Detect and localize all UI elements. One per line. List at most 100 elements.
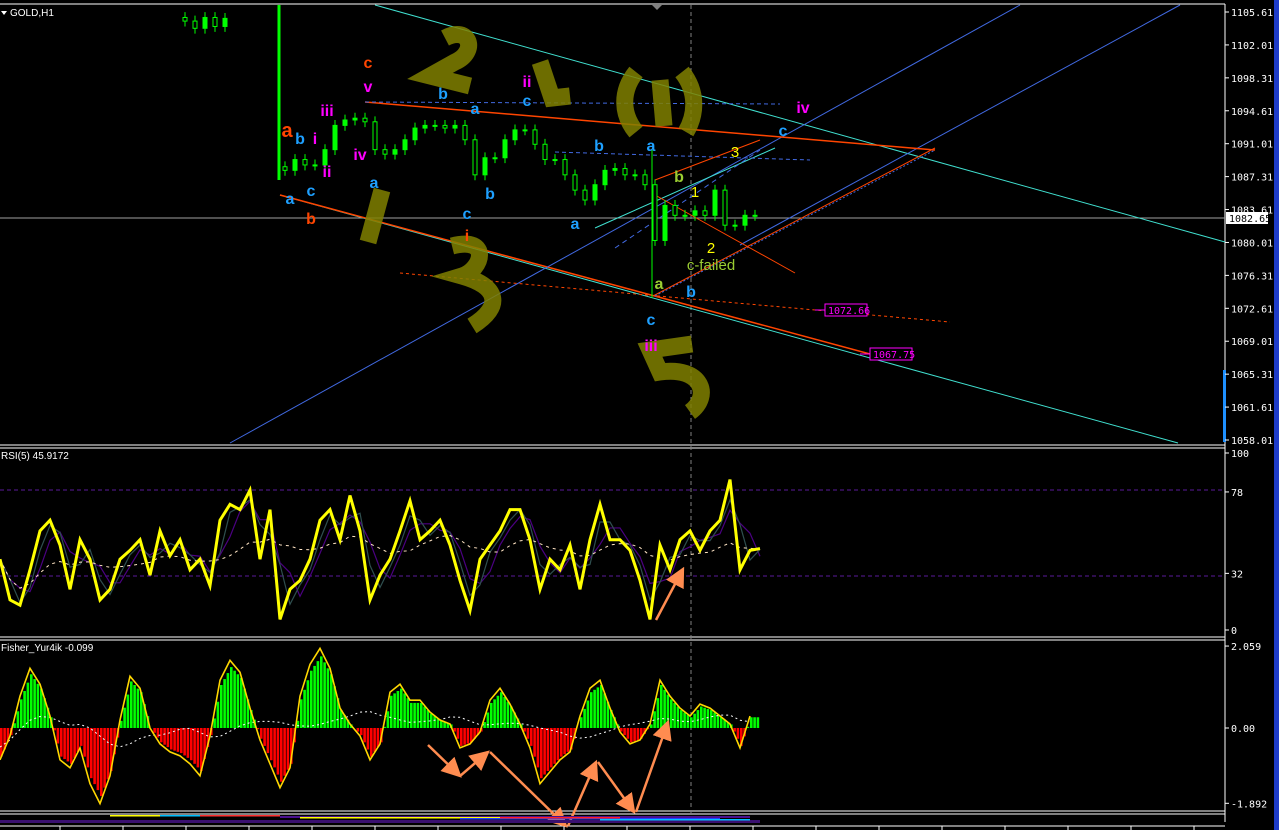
- fisher-bar: [433, 716, 436, 728]
- fisher-bar: [363, 728, 366, 743]
- fisher-bar: [446, 723, 450, 728]
- fisher-bar: [123, 707, 126, 728]
- price-tick-label: 1058.01: [1231, 436, 1273, 447]
- fisher-bar: [680, 710, 683, 728]
- fisher-bar: [400, 688, 403, 728]
- candle: [752, 209, 758, 221]
- fisher-bar: [496, 695, 500, 728]
- fisher-bar: [430, 713, 433, 728]
- candle: [562, 154, 568, 181]
- fisher-bar: [523, 728, 526, 732]
- price-tick-label: 1061.61: [1231, 403, 1273, 414]
- fisher-bar: [280, 728, 283, 782]
- time-axis-ticks: [59, 826, 1195, 830]
- candle: [572, 169, 578, 196]
- fisher-bar: [636, 728, 640, 740]
- fisher-bar: [373, 728, 376, 752]
- fisher-bar: [696, 710, 700, 728]
- candle: [662, 200, 668, 246]
- candle: [702, 205, 708, 221]
- fisher-bar: [83, 728, 86, 757]
- fisher-bar: [153, 728, 156, 733]
- fisher-bar: [366, 728, 370, 750]
- price-tick-label: 1076.31: [1231, 271, 1273, 282]
- fisher-bar: [56, 728, 60, 744]
- fisher-bar: [460, 728, 463, 746]
- fisher-bar: [563, 728, 566, 755]
- fisher-bar: [456, 728, 460, 739]
- price-tick-label: 1080.01: [1231, 238, 1273, 249]
- candle: [522, 124, 528, 136]
- fisher-bar: [326, 668, 330, 728]
- fisher-bar: [420, 702, 423, 728]
- fisher-bar: [30, 674, 33, 728]
- fisher-bar: [360, 728, 363, 736]
- fisher-bar: [133, 685, 136, 728]
- candle: [472, 134, 478, 181]
- fisher-bar: [63, 728, 66, 760]
- fisher-bar: [180, 728, 183, 754]
- fisher-bar: [230, 667, 233, 728]
- fisher-bar: [13, 723, 16, 728]
- fisher-bar: [300, 699, 303, 728]
- fisher-bar: [46, 707, 50, 728]
- candle: [632, 169, 638, 181]
- wave-label: a: [370, 175, 379, 192]
- rsi-tick-label: 100: [1231, 449, 1249, 460]
- fisher-bar: [226, 673, 230, 728]
- fisher-bar: [546, 728, 550, 771]
- wave-label: a: [286, 191, 295, 208]
- price-tick-label: 1094.61: [1231, 107, 1273, 118]
- fisher-bar: [463, 728, 466, 745]
- candle: [282, 161, 288, 176]
- price-tick-label: 1072.61: [1231, 304, 1273, 315]
- fisher-bar: [733, 728, 736, 732]
- fisher-bar: [756, 717, 760, 728]
- shift-marker-icon[interactable]: [652, 5, 662, 10]
- fisher-bar: [370, 728, 373, 757]
- svg-text:1072.66: 1072.66: [828, 306, 870, 317]
- candle: [222, 12, 228, 32]
- candle: [192, 15, 198, 34]
- fisher-bar: [160, 728, 163, 743]
- wave-label: iv: [353, 147, 366, 164]
- fisher-bar: [393, 693, 396, 728]
- fisher-bar: [600, 685, 603, 728]
- fisher-bar: [416, 702, 420, 728]
- current-price-label: 1082.65: [1226, 212, 1271, 225]
- candle: [742, 209, 748, 231]
- fisher-bar: [700, 706, 703, 728]
- candle: [692, 205, 698, 221]
- fisher-bar: [746, 726, 750, 728]
- chart-menu-icon[interactable]: [1, 11, 7, 15]
- fisher-tick-label: 2.059: [1231, 642, 1261, 653]
- fisher-bar: [533, 728, 536, 757]
- rsi-title: RSI(5) 45.9172: [1, 451, 69, 462]
- fisher-bar: [540, 728, 543, 779]
- fisher-bar: [610, 710, 613, 728]
- fisher-bar: [70, 728, 73, 764]
- window-scrollbar-edge[interactable]: [1274, 0, 1279, 830]
- fisher-bar: [93, 728, 96, 785]
- fisher-bar: [303, 689, 306, 728]
- wave-label: c-failed: [687, 257, 735, 274]
- candle: [392, 144, 398, 160]
- fisher-bar: [693, 713, 696, 728]
- candle: [422, 119, 428, 134]
- candle: [352, 112, 358, 126]
- rsi-tick-label: 0: [1231, 626, 1237, 637]
- price-tick-label: 1105.61: [1231, 8, 1273, 19]
- handwritten-wave-count[interactable]: [359, 26, 710, 419]
- fisher-bar: [553, 728, 556, 764]
- candle: [622, 163, 628, 181]
- fisher-bar: [650, 724, 653, 728]
- rsi-tick-label: 32: [1231, 569, 1243, 580]
- annotation-arrows[interactable]: [427, 566, 685, 828]
- fisher-bar: [40, 688, 43, 728]
- candle: [202, 12, 208, 34]
- fisher-bar: [580, 717, 583, 728]
- candle: [712, 184, 718, 221]
- fisher-bar: [453, 728, 456, 732]
